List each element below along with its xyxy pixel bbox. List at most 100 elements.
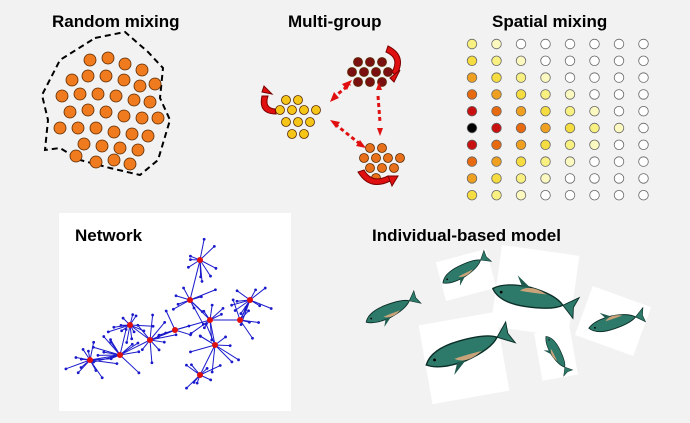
network-edge — [89, 359, 118, 365]
whale-icon — [362, 289, 424, 334]
network-node — [79, 366, 83, 369]
individual-dot — [73, 87, 87, 101]
network-node — [125, 341, 129, 344]
individual-dot — [135, 111, 149, 125]
network-node — [81, 348, 85, 351]
spatial-cell-dot — [638, 189, 649, 201]
individual-dot — [135, 63, 149, 77]
spatial-cell-dot — [564, 189, 576, 201]
group-b-dot — [293, 117, 303, 127]
spatial-cell-dot — [638, 72, 649, 83]
spatial-cell-dot — [589, 89, 600, 100]
network-edge — [199, 245, 215, 261]
spatial-cell-dot — [613, 173, 625, 184]
network-edge — [108, 324, 131, 333]
spatial-cell-dot — [564, 89, 576, 100]
network-edge — [137, 324, 151, 341]
network-node — [192, 306, 196, 310]
spatial-cell-dot — [466, 89, 478, 100]
group-b-dot — [293, 95, 303, 105]
network-node — [210, 370, 214, 374]
network-node — [197, 372, 203, 378]
spatial-cell-dot — [515, 55, 527, 67]
network-node — [182, 286, 185, 290]
spatial-cell-dot — [491, 72, 502, 83]
network-node — [91, 345, 95, 349]
network-node — [189, 258, 192, 262]
network-node — [239, 323, 243, 326]
spatial-cell-dot — [613, 105, 625, 117]
spatial-cell-dot — [515, 38, 527, 50]
multi-group-dots — [275, 57, 405, 183]
network-node — [237, 317, 243, 323]
group-b-dot — [299, 105, 309, 115]
network-node — [198, 334, 202, 338]
group-c-dot — [389, 163, 399, 173]
network-node — [132, 330, 136, 334]
spatial-cell-dot — [515, 122, 527, 134]
network-edge — [205, 323, 216, 346]
individual-dot — [99, 105, 113, 119]
network-edge — [199, 259, 211, 277]
group-a-dot — [371, 67, 381, 77]
spatial-cell-dot — [466, 72, 478, 83]
network-edge — [149, 322, 166, 341]
network-node — [92, 340, 96, 344]
network-node — [119, 323, 123, 327]
network-edge — [189, 299, 204, 325]
network-node — [112, 325, 116, 329]
spatial-cell-dot — [564, 139, 576, 151]
network-node — [100, 376, 104, 380]
spatial-cell-dot — [515, 156, 527, 167]
network-node — [174, 333, 178, 337]
network-edge — [214, 344, 239, 361]
network-node — [102, 350, 106, 354]
network-node — [200, 279, 204, 283]
group-a-dot — [353, 77, 363, 87]
network-node — [163, 320, 167, 324]
network-node — [269, 307, 273, 310]
network-node — [247, 320, 251, 324]
spatial-cell-dot — [613, 72, 625, 83]
network-node — [230, 360, 234, 364]
circular-arrow-icon — [260, 45, 401, 188]
network-node — [254, 288, 257, 292]
spatial-cell-dot — [638, 38, 649, 50]
group-b-dot — [281, 117, 291, 127]
spatial-cell-dot — [491, 189, 502, 201]
network-edge — [119, 354, 140, 374]
spatial-cell-dot — [564, 55, 576, 67]
network-edge — [65, 359, 91, 370]
spatial-cell-dot — [589, 139, 600, 151]
network-node — [197, 257, 203, 263]
network-node — [195, 381, 199, 385]
network-edge — [249, 287, 266, 301]
individual-dot — [143, 95, 157, 109]
network-node — [64, 367, 68, 371]
network-node — [106, 330, 110, 334]
spatial-cell-dot — [589, 72, 600, 83]
network-edge — [119, 339, 151, 356]
network-node — [237, 358, 240, 362]
network-edge — [199, 239, 205, 261]
individual-dot — [69, 149, 83, 163]
network-edge — [149, 339, 153, 363]
network-node — [257, 321, 260, 324]
network-node — [185, 386, 188, 390]
network-edge — [190, 344, 216, 353]
spatial-cell-dot — [491, 122, 502, 134]
group-b-dot — [299, 129, 309, 139]
spatial-cell-dot — [613, 38, 625, 50]
network-node — [150, 361, 154, 365]
network-edge — [89, 358, 112, 361]
spatial-cell-dot — [491, 89, 502, 100]
spatial-cell-dot — [638, 122, 649, 134]
network-node — [94, 369, 98, 372]
network-node — [151, 324, 155, 328]
network-node — [102, 335, 106, 338]
individual-dot — [89, 121, 103, 135]
individual-dot — [117, 109, 131, 123]
random-mixing-title: Random mixing — [52, 12, 180, 31]
